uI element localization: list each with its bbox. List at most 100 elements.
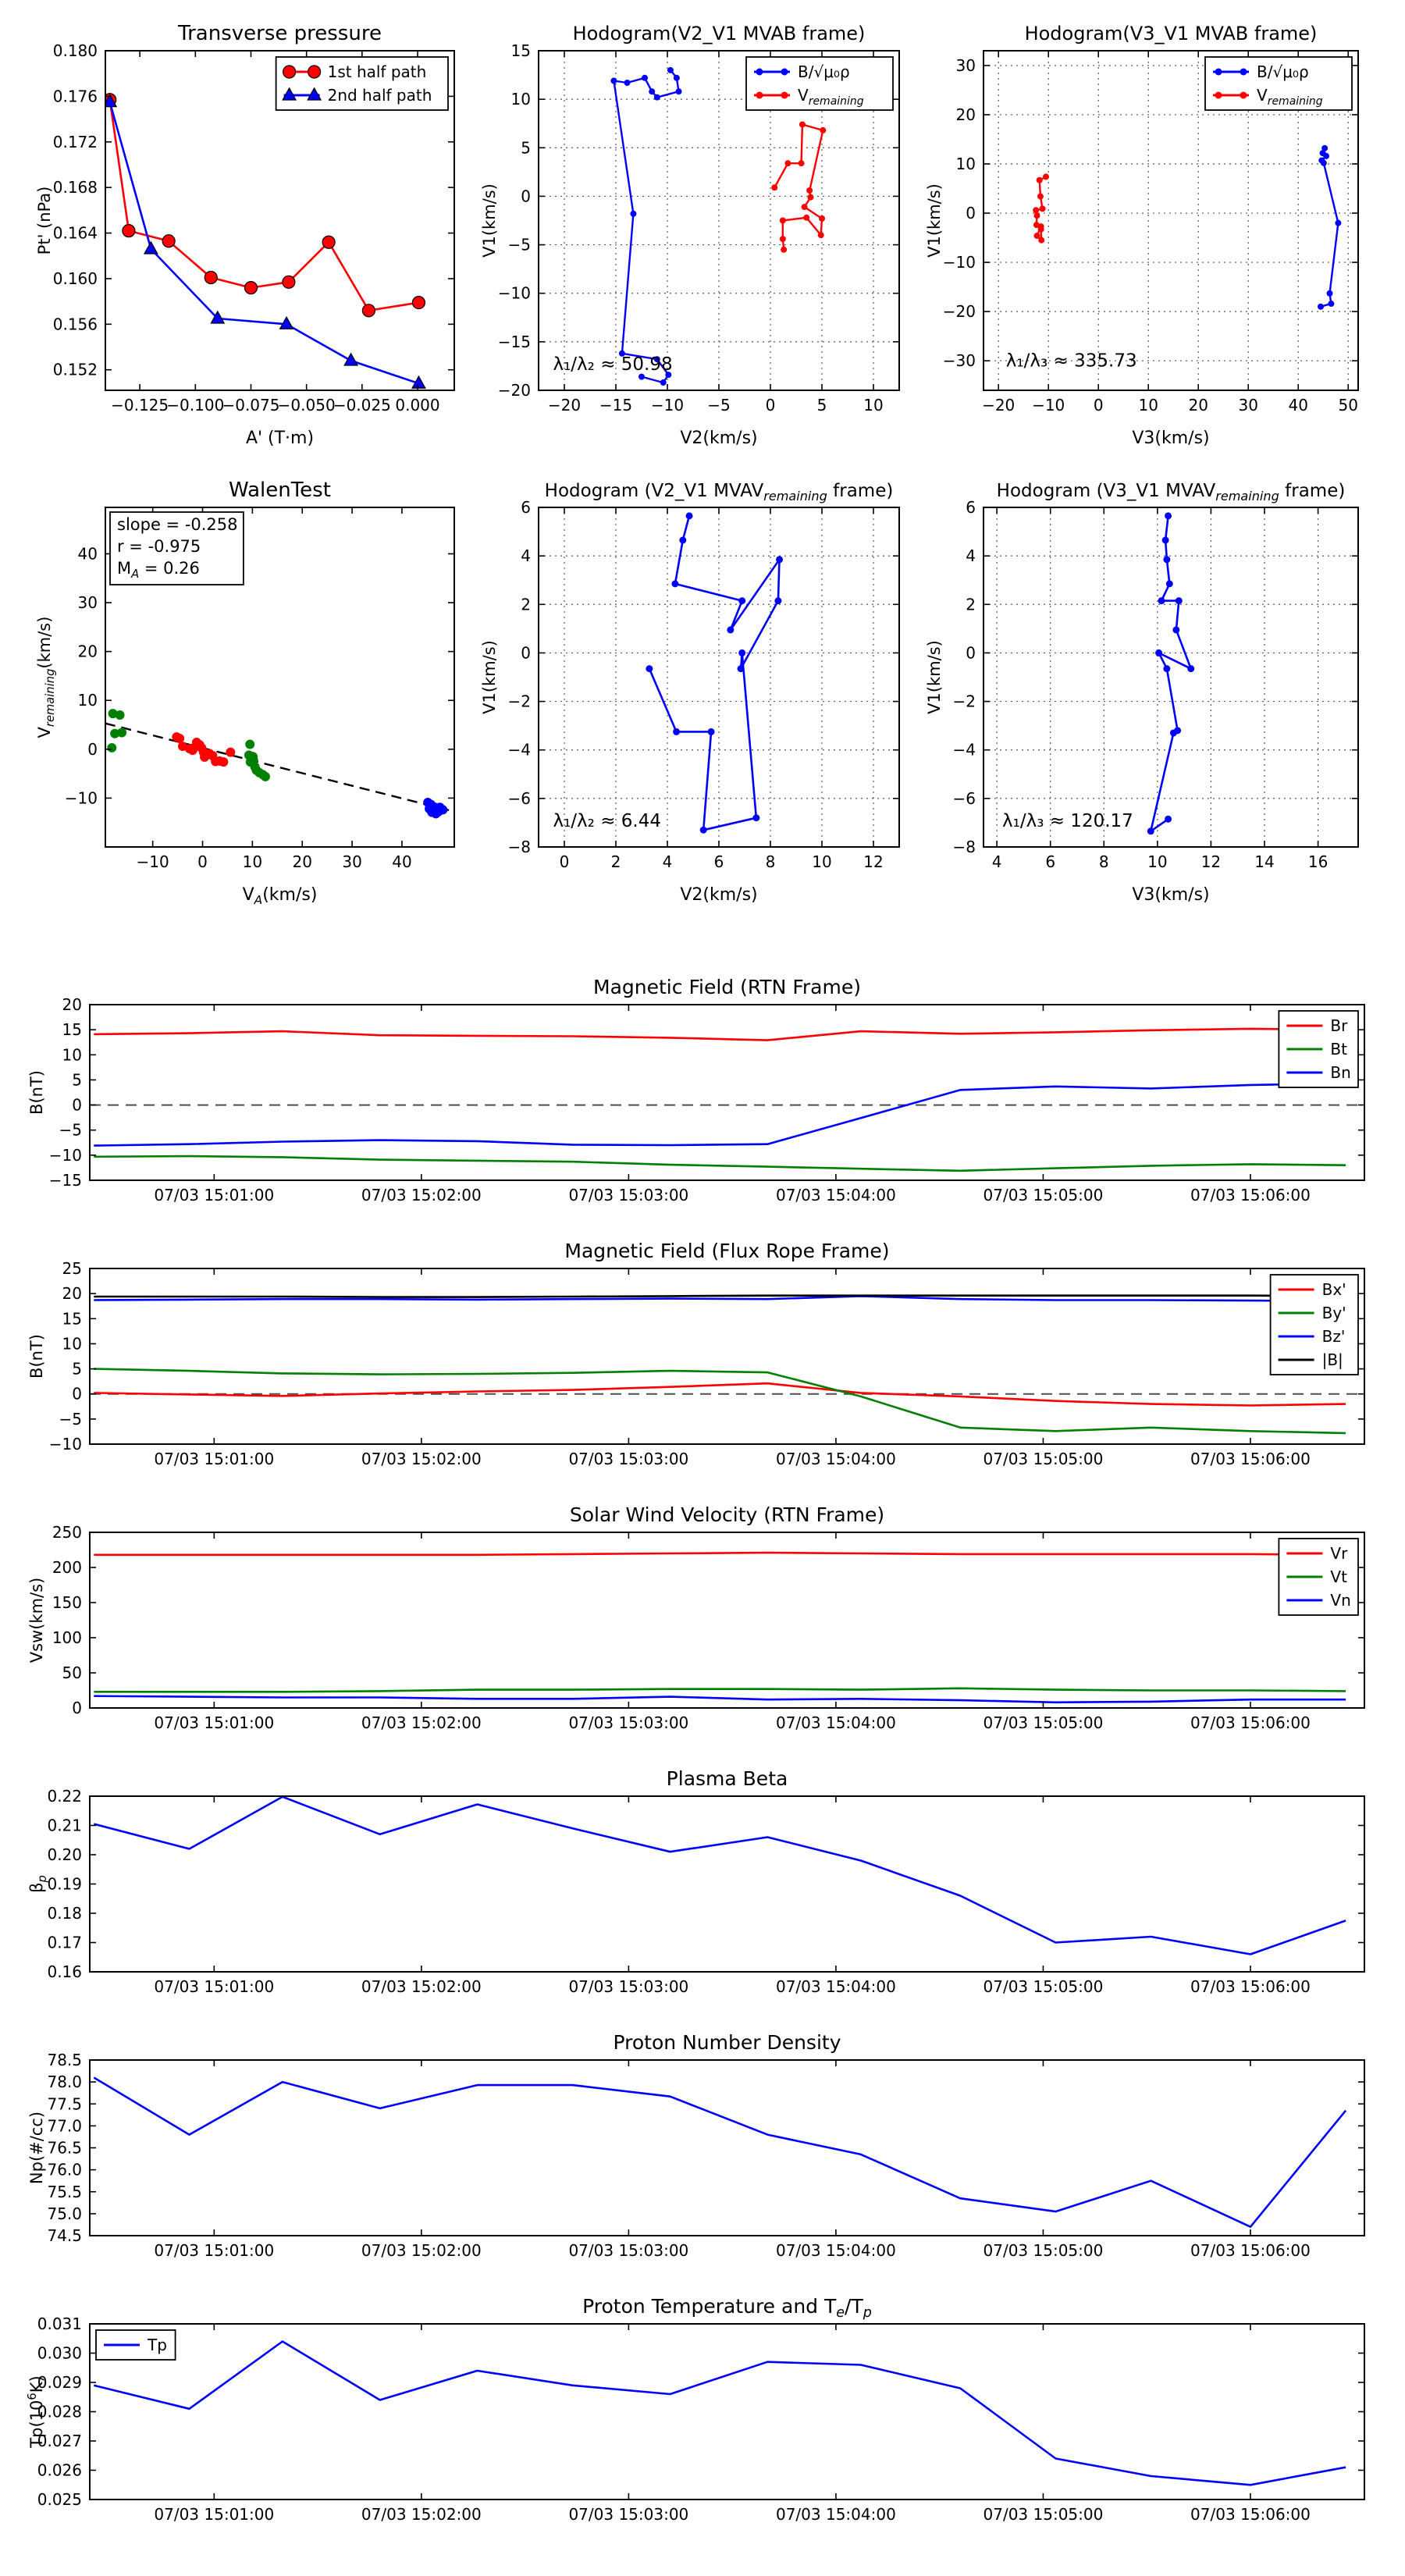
legend-label: Br [1330, 1016, 1348, 1035]
svg-text:250: 250 [52, 1523, 82, 1542]
plot-hodogram-v2v1-mvav: 0 2 4 6 8 10 12 −8 −6 −4 −2 0 2 4 6 Hodogram (V2_V1 MVA… [480, 481, 900, 905]
svg-text:07/03 15:05:00: 07/03 15:05:00 [984, 2505, 1104, 2524]
svg-text:10: 10 [956, 155, 976, 173]
legend-label: Bn [1330, 1063, 1350, 1082]
svg-text:78.5: 78.5 [47, 2051, 82, 2069]
svg-text:75.5: 75.5 [47, 2183, 82, 2201]
svg-text:−10: −10 [651, 396, 684, 415]
svg-text:07/03 15:06:00: 07/03 15:06:00 [1190, 1186, 1311, 1204]
legend-label: Vremaining [798, 86, 864, 108]
legend-label: B/√μ₀ρ [798, 62, 850, 81]
svg-text:0.164: 0.164 [53, 224, 98, 243]
svg-text:−2: −2 [953, 692, 976, 711]
svg-text:−8: −8 [953, 838, 976, 856]
series-By' [94, 1368, 1346, 1435]
svg-text:40: 40 [1288, 396, 1307, 415]
legend-label: Tp [147, 2336, 167, 2354]
series-Bt [94, 1155, 1346, 1172]
svg-text:0: 0 [966, 643, 976, 662]
chart-title: Hodogram (V2_V1 MVAVremaining frame) [545, 481, 894, 503]
legend-label: Bz' [1322, 1327, 1346, 1346]
plot-b-rtn: 07/03 15:01:00 07/03 15:02:00 07/03 15:03:… [27, 976, 1365, 1204]
svg-text:0.160: 0.160 [53, 269, 98, 288]
svg-text:0.152: 0.152 [53, 361, 98, 379]
y-axis-label: Tp(106K) [26, 2375, 46, 2448]
y-axis-label: B(nT) [27, 1070, 46, 1115]
series-Br [94, 1027, 1346, 1041]
legend: Br Bt Bn [1278, 1010, 1359, 1088]
series-B/sqrt(mu0 rho) [613, 69, 680, 384]
svg-text:40: 40 [392, 852, 411, 871]
svg-text:07/03 15:02:00: 07/03 15:02:00 [361, 2241, 482, 2260]
chart-title: Magnetic Field (Flux Rope Frame) [564, 1240, 889, 1262]
svg-text:12: 12 [863, 852, 883, 871]
annotation: λ₁/λ₃ ≈ 335.73 [1006, 351, 1137, 372]
svg-text:0: 0 [72, 1385, 82, 1404]
svg-text:0.18: 0.18 [47, 1904, 82, 1923]
svg-text:15: 15 [62, 1309, 82, 1328]
x-axis-label: A' (T·m) [246, 429, 314, 448]
svg-text:0: 0 [766, 396, 776, 415]
plot-b-fluxrope: 07/03 15:01:00 07/03 15:02:00 07/03 15:03:… [27, 1240, 1365, 1468]
svg-text:07/03 15:02:00: 07/03 15:02:00 [361, 1186, 482, 1204]
svg-text:0.180: 0.180 [53, 41, 98, 60]
svg-text:−4: −4 [953, 741, 976, 760]
stats-text: MA = 0.26 [117, 559, 200, 581]
svg-text:0: 0 [521, 187, 531, 205]
plot-hodogram-v2v1-mvab: −20 −15 −10 −5 0 5 10 −20 −15 −10 −5 0 5 10 15 Hodogram… [480, 23, 900, 448]
chart-proton-number-density: 07/03 15:01:00 07/03 15:02:00 07/03 15:03:… [23, 2027, 1382, 2281]
y-axis-label: Pt' (nPa) [35, 187, 54, 255]
series-Vn [94, 1695, 1346, 1704]
svg-text:−15: −15 [599, 396, 632, 415]
chart-title: Hodogram(V2_V1 MVAB frame) [573, 23, 866, 44]
y-axis-label: V1(km/s) [925, 640, 944, 714]
svg-text:07/03 15:03:00: 07/03 15:03:00 [568, 1713, 688, 1732]
svg-text:−5: −5 [508, 236, 531, 254]
svg-text:0.027: 0.027 [37, 2432, 82, 2450]
svg-text:50: 50 [1338, 396, 1357, 415]
chart-transverse-pressure: −0.125 −0.100 −0.075 −0.050 −0.025 0.000 0.152… [31, 12, 468, 453]
svg-text:−8: −8 [508, 838, 531, 856]
svg-text:100: 100 [52, 1628, 82, 1647]
legend-label: Bt [1330, 1040, 1347, 1059]
x-axis-label: V3(km/s) [1132, 429, 1209, 448]
svg-text:20: 20 [62, 1284, 82, 1303]
x-axis-label: V2(km/s) [680, 429, 757, 448]
svg-text:−20: −20 [498, 381, 531, 400]
svg-text:0: 0 [521, 643, 531, 662]
svg-text:150: 150 [52, 1593, 82, 1612]
svg-text:0.156: 0.156 [53, 315, 98, 333]
svg-text:0.029: 0.029 [37, 2373, 82, 2392]
svg-text:07/03 15:03:00: 07/03 15:03:00 [568, 1977, 688, 1996]
series-group [94, 1551, 1346, 1704]
svg-text:0: 0 [966, 204, 976, 222]
svg-text:−5: −5 [707, 396, 730, 415]
plot-walen-test: −10 0 10 20 30 40 −10 0 10 20 30 40 WalenTest VA(km/s… [35, 479, 455, 907]
svg-text:−20: −20 [943, 302, 976, 321]
svg-text:07/03 15:03:00: 07/03 15:03:00 [568, 2241, 688, 2260]
svg-text:2: 2 [966, 595, 976, 614]
legend: Tp [95, 2329, 176, 2361]
svg-text:0: 0 [197, 852, 208, 871]
chart-walen-test: −10 0 10 20 30 40 −10 0 10 20 30 40 WalenTest VA(km/s… [31, 468, 468, 909]
svg-text:10: 10 [62, 1045, 82, 1064]
svg-text:07/03 15:04:00: 07/03 15:04:00 [776, 1713, 896, 1732]
chart-title: Proton Number Density [614, 2031, 841, 2054]
legend-label: Vt [1330, 1567, 1347, 1586]
chart-title: Plasma Beta [667, 1767, 788, 1790]
svg-text:4: 4 [966, 546, 976, 565]
plot-transverse-pressure: −0.125−0.100−0.075−0.050−0.025 0.000 0.152… [35, 22, 455, 448]
svg-text:12: 12 [1201, 852, 1221, 871]
x-axis-label: V3(km/s) [1132, 885, 1209, 905]
svg-text:0: 0 [72, 1699, 82, 1717]
svg-text:2: 2 [611, 852, 621, 871]
svg-text:0.21: 0.21 [47, 1816, 82, 1835]
svg-text:07/03 15:05:00: 07/03 15:05:00 [984, 1713, 1104, 1732]
svg-text:75.0: 75.0 [47, 2204, 82, 2223]
svg-text:−10: −10 [137, 852, 169, 871]
svg-text:30: 30 [1238, 396, 1257, 415]
annotation: λ₁/λ₂ ≈ 50.98 [553, 354, 672, 375]
svg-text:07/03 15:04:00: 07/03 15:04:00 [776, 1977, 896, 1996]
svg-text:−5: −5 [59, 1121, 82, 1140]
svg-text:76.0: 76.0 [47, 2161, 82, 2179]
